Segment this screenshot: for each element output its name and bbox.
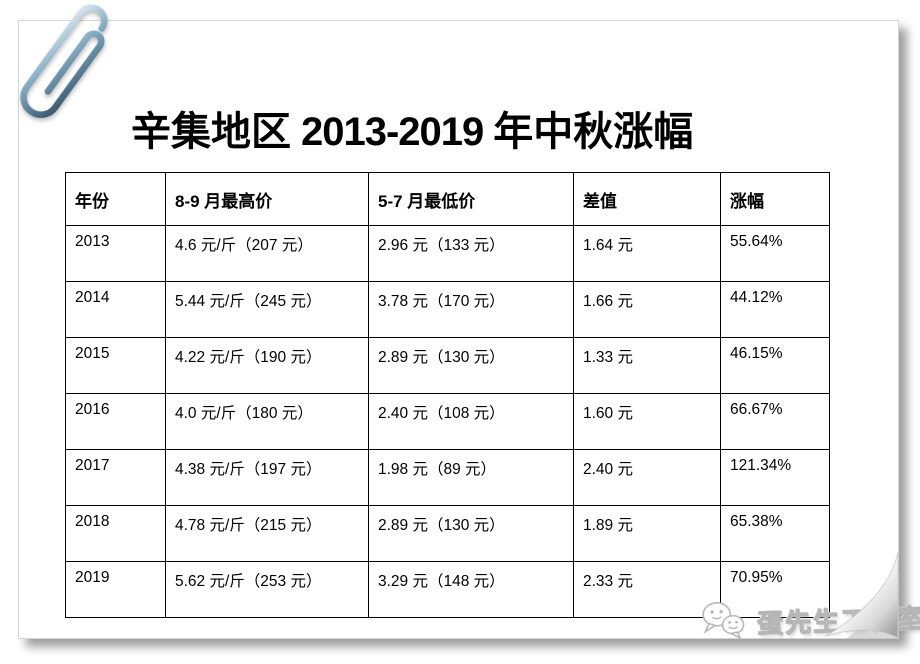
- cell-low: 2.40 元（108 元）: [368, 393, 574, 450]
- table-row: 2019 5.62 元/斤（253 元） 3.29 元（148 元） 2.33 …: [65, 561, 830, 618]
- page-title: 辛集地区 2013-2019 年中秋涨幅: [131, 107, 693, 157]
- table-row: 2016 4.0 元/斤（180 元） 2.40 元（108 元） 1.60 元…: [65, 393, 830, 450]
- price-table: 年份 8-9 月最高价 5-7 月最低价 差值 涨幅 2013 4.6 元/斤（…: [65, 172, 830, 618]
- cell-diff: 1.64 元: [573, 225, 721, 282]
- studio-watermark: 蛋先生工作室: [698, 593, 920, 648]
- cell-increase: 46.15%: [720, 337, 830, 394]
- column-header-increase: 涨幅: [720, 172, 830, 226]
- table-row: 2018 4.78 元/斤（215 元） 2.89 元（130 元） 1.89 …: [65, 505, 830, 562]
- cell-high: 4.22 元/斤（190 元）: [165, 337, 369, 394]
- cell-increase: 65.38%: [720, 505, 830, 562]
- cell-year: 2015: [65, 337, 166, 394]
- table-row: 2014 5.44 元/斤（245 元） 3.78 元（170 元） 1.66 …: [65, 281, 830, 338]
- cell-high: 5.62 元/斤（253 元）: [165, 561, 369, 618]
- cell-high: 4.6 元/斤（207 元）: [165, 225, 369, 282]
- column-header-high: 8-9 月最高价: [165, 172, 369, 226]
- cell-year: 2014: [65, 281, 166, 338]
- column-header-low: 5-7 月最低价: [368, 172, 574, 226]
- cell-diff: 2.40 元: [573, 449, 721, 506]
- watermark-text: 蛋先生工作室: [756, 603, 920, 640]
- cell-year: 2016: [65, 393, 166, 450]
- cell-diff: 1.33 元: [573, 337, 721, 394]
- page-title-years: 2013-2019: [301, 110, 484, 154]
- page-title-subject: 年中秋涨幅: [493, 109, 694, 154]
- cell-diff: 1.89 元: [573, 505, 721, 562]
- cell-diff: 2.33 元: [573, 561, 721, 618]
- cell-increase: 55.64%: [720, 225, 830, 282]
- cell-diff: 1.66 元: [573, 281, 721, 338]
- cell-increase: 44.12%: [720, 281, 830, 338]
- cell-year: 2013: [65, 225, 166, 282]
- cell-year: 2018: [65, 505, 166, 562]
- cell-high: 5.44 元/斤（245 元）: [165, 281, 369, 338]
- cell-increase: 121.34%: [720, 449, 830, 506]
- table-header-row: 年份 8-9 月最高价 5-7 月最低价 差值 涨幅: [65, 172, 830, 226]
- page-title-region: 辛集地区: [131, 109, 291, 154]
- cell-year: 2017: [65, 449, 166, 506]
- cell-high: 4.0 元/斤（180 元）: [165, 393, 369, 450]
- cell-high: 4.78 元/斤（215 元）: [165, 505, 369, 562]
- table-row: 2017 4.38 元/斤（197 元） 1.98 元（89 元） 2.40 元…: [65, 449, 830, 506]
- cell-low: 3.29 元（148 元）: [368, 561, 574, 618]
- table-row: 2015 4.22 元/斤（190 元） 2.89 元（130 元） 1.33 …: [65, 337, 830, 394]
- cell-diff: 1.60 元: [573, 393, 721, 450]
- cell-low: 3.78 元（170 元）: [368, 281, 574, 338]
- table-row: 2013 4.6 元/斤（207 元） 2.96 元（133 元） 1.64 元…: [65, 225, 830, 282]
- cell-low: 2.89 元（130 元）: [368, 337, 574, 394]
- paper-sheet: 辛集地区 2013-2019 年中秋涨幅 年份 8-9 月最高价 5-7 月最低价 …: [18, 20, 920, 641]
- cell-low: 1.98 元（89 元）: [368, 449, 574, 506]
- column-header-year: 年份: [65, 172, 166, 226]
- cell-low: 2.96 元（133 元）: [368, 225, 574, 282]
- wechat-icon: [698, 599, 750, 648]
- cell-year: 2019: [65, 561, 166, 618]
- cell-high: 4.38 元/斤（197 元）: [165, 449, 369, 506]
- column-header-diff: 差值: [573, 172, 721, 226]
- cell-low: 2.89 元（130 元）: [368, 505, 574, 562]
- cell-increase: 66.67%: [720, 393, 830, 450]
